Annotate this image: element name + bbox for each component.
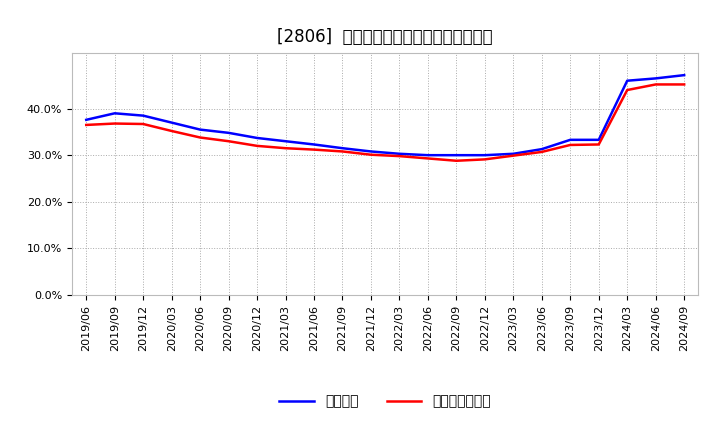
固定長期適合率 xyxy=(139,121,148,127)
固定長期適合率 xyxy=(652,82,660,87)
固定比率 xyxy=(423,153,432,158)
固定長期適合率 xyxy=(566,142,575,147)
固定長期適合率 xyxy=(423,156,432,161)
Title: [2806]  固定比率、固定長期適合率の推移: [2806] 固定比率、固定長期適合率の推移 xyxy=(277,28,493,46)
固定比率 xyxy=(253,136,261,141)
固定比率 xyxy=(282,139,290,144)
固定長期適合率 xyxy=(366,152,375,158)
固定比率 xyxy=(139,113,148,118)
固定長期適合率 xyxy=(595,142,603,147)
固定長期適合率 xyxy=(509,153,518,158)
固定比率 xyxy=(452,153,461,158)
固定比率 xyxy=(652,76,660,81)
Line: 固定比率: 固定比率 xyxy=(86,75,684,155)
固定比率 xyxy=(366,149,375,154)
固定長期適合率 xyxy=(395,154,404,159)
固定長期適合率 xyxy=(623,88,631,93)
固定比率 xyxy=(566,137,575,143)
固定長期適合率 xyxy=(480,157,489,162)
固定比率 xyxy=(680,73,688,78)
固定比率 xyxy=(310,142,318,147)
固定比率 xyxy=(623,78,631,83)
Legend: 固定比率, 固定長期適合率: 固定比率, 固定長期適合率 xyxy=(274,389,497,414)
固定長期適合率 xyxy=(167,128,176,134)
固定長期適合率 xyxy=(680,82,688,87)
固定比率 xyxy=(225,130,233,136)
固定比率 xyxy=(110,110,119,116)
固定長期適合率 xyxy=(310,147,318,152)
固定長期適合率 xyxy=(537,149,546,154)
固定比率 xyxy=(82,117,91,122)
固定長期適合率 xyxy=(452,158,461,163)
固定長期適合率 xyxy=(338,149,347,154)
固定長期適合率 xyxy=(253,143,261,149)
固定比率 xyxy=(167,120,176,125)
固定比率 xyxy=(509,151,518,157)
固定比率 xyxy=(395,151,404,157)
固定長期適合率 xyxy=(110,121,119,126)
固定長期適合率 xyxy=(225,139,233,144)
固定比率 xyxy=(537,147,546,152)
固定比率 xyxy=(338,146,347,151)
Line: 固定長期適合率: 固定長期適合率 xyxy=(86,84,684,161)
固定長期適合率 xyxy=(196,135,204,140)
固定長期適合率 xyxy=(82,122,91,128)
固定比率 xyxy=(595,137,603,143)
固定比率 xyxy=(480,153,489,158)
固定比率 xyxy=(196,127,204,132)
固定長期適合率 xyxy=(282,146,290,151)
